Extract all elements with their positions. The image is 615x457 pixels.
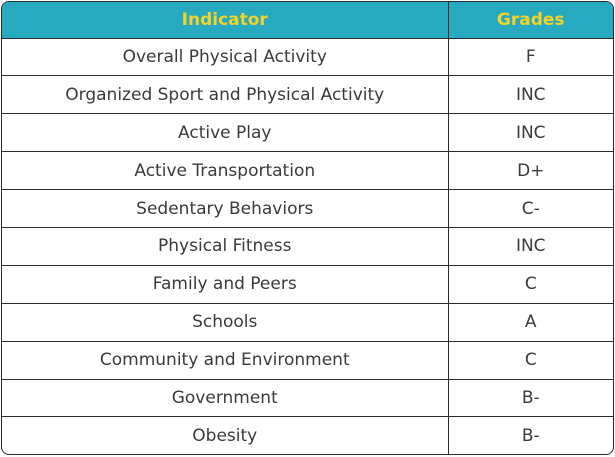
table-row: Obesity B-	[2, 416, 613, 454]
table-header: Indicator Grades	[2, 2, 613, 39]
column-header-indicator: Indicator	[2, 2, 449, 39]
indicator-cell: Sedentary Behaviors	[2, 189, 449, 228]
table-row: Government B-	[2, 379, 613, 418]
indicator-cell: Schools	[2, 303, 449, 342]
grade-cell: D+	[448, 151, 613, 191]
table-body: Overall Physical Activity F Organized Sp…	[2, 38, 613, 454]
grade-cell: C	[448, 341, 613, 380]
grade-cell: INC	[448, 113, 613, 153]
indicator-cell: Family and Peers	[2, 265, 449, 304]
table-row: Physical Fitness INC	[2, 227, 613, 266]
grade-cell: INC	[448, 227, 613, 266]
indicator-cell: Obesity	[2, 416, 449, 454]
table-row: Family and Peers C	[2, 265, 613, 304]
grade-cell: F	[448, 38, 613, 77]
table-row: Organized Sport and Physical Activity IN…	[2, 75, 613, 115]
indicator-cell: Government	[2, 379, 449, 418]
table-row: Schools A	[2, 303, 613, 342]
indicator-cell: Organized Sport and Physical Activity	[2, 75, 449, 115]
header-row: Indicator Grades	[2, 2, 613, 39]
column-header-grades: Grades	[448, 2, 613, 39]
table-row: Sedentary Behaviors C-	[2, 189, 613, 228]
grade-cell: A	[448, 303, 613, 342]
indicator-cell: Active Play	[2, 113, 449, 153]
grade-cell: C-	[448, 189, 613, 228]
table-row: Community and Environment C	[2, 341, 613, 380]
table-row: Overall Physical Activity F	[2, 38, 613, 77]
grade-cell: B-	[448, 379, 613, 418]
indicator-cell: Active Transportation	[2, 151, 449, 191]
table-row: Active Play INC	[2, 113, 613, 153]
indicator-cell: Physical Fitness	[2, 227, 449, 266]
grade-cell: B-	[521, 426, 540, 447]
grade-cell: INC	[448, 75, 613, 115]
indicator-cell: Community and Environment	[2, 341, 449, 380]
grade-cell: C	[448, 265, 613, 304]
table-row: Active Transportation D+	[2, 151, 613, 191]
indicator-cell: Overall Physical Activity	[2, 38, 449, 77]
